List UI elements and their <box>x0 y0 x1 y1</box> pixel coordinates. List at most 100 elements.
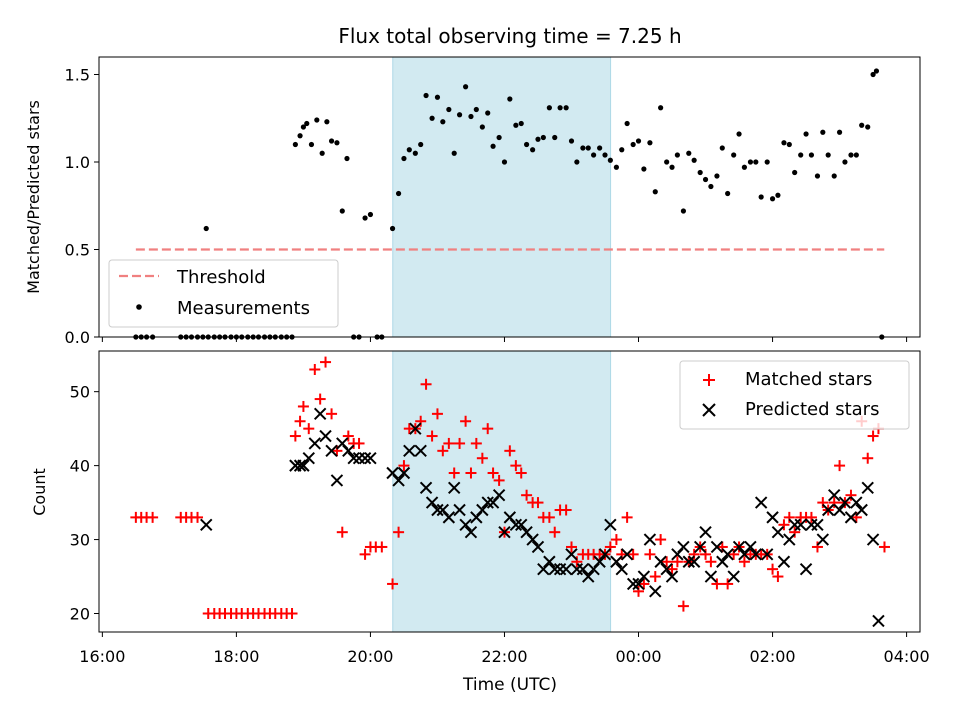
measurements-legend-label: Measurements <box>177 298 310 319</box>
predicted-star-point <box>754 496 768 509</box>
matched-star-point <box>616 548 628 560</box>
predicted-star-point <box>637 570 651 583</box>
predicted-star-point <box>325 444 338 458</box>
matched-star-point <box>476 452 488 464</box>
predicted-star-point <box>833 503 846 517</box>
matched-star-point <box>627 548 639 560</box>
predicted-star-point <box>665 570 679 583</box>
measurement-point <box>831 173 837 179</box>
measurement-point <box>523 141 530 148</box>
predicted-star-point <box>626 577 640 591</box>
measurement-point <box>535 136 541 142</box>
measurement-point <box>635 138 642 144</box>
predicted-star-point <box>582 570 595 583</box>
measurement-point <box>619 147 625 153</box>
predicted-star-point <box>392 474 405 487</box>
measurement-point <box>652 189 658 195</box>
predicted-star-point <box>716 555 729 568</box>
predicted-star-point <box>531 540 545 554</box>
matched-star-point <box>437 445 449 457</box>
matched-star-point <box>700 548 712 560</box>
matched-star-point <box>294 415 306 427</box>
x-tick-label: 18:00 <box>213 647 259 666</box>
measurement-point <box>674 152 680 158</box>
predicted-star-point <box>459 518 472 531</box>
matched-star-point <box>834 460 846 472</box>
y-tick-label: 0.5 <box>65 241 90 260</box>
matched-star-point <box>289 430 301 442</box>
y-tick-label: 1.0 <box>65 153 90 172</box>
matched-star-point <box>549 526 561 538</box>
matched-star-point <box>671 556 683 568</box>
y-tick-label: 1.5 <box>65 66 90 85</box>
predicted-star-markers <box>200 407 885 628</box>
measurement-point <box>324 119 330 125</box>
matched-star-point <box>303 423 315 435</box>
predicted-star-point <box>425 496 439 509</box>
measurement-point <box>362 215 368 221</box>
predicted-star-point <box>732 540 746 554</box>
predicted-star-point <box>699 525 712 539</box>
matched-legend-swatch <box>703 374 715 386</box>
predicted-star-point <box>598 548 612 561</box>
matched-star-point <box>655 534 667 546</box>
matched-star-point <box>487 467 499 479</box>
predicted-star-point <box>816 533 830 546</box>
matched-star-point <box>878 541 890 553</box>
matched-star-point <box>448 467 460 479</box>
measurement-point <box>456 112 463 118</box>
matched-star-point <box>465 467 477 479</box>
measurement-point <box>440 119 446 125</box>
measurement-point <box>434 94 441 100</box>
y-tick-label: 30 <box>70 531 90 550</box>
matched-star-point <box>783 511 795 523</box>
measurement-point <box>513 122 519 128</box>
measurement-point <box>597 145 603 151</box>
matched-star-point <box>604 541 616 553</box>
measurement-point <box>580 145 586 151</box>
predicted-star-point <box>643 533 657 546</box>
measurement-point <box>468 113 474 120</box>
predicted-star-point <box>453 503 466 517</box>
matched-star-point <box>493 474 505 486</box>
measurement-point <box>848 152 854 158</box>
matched-star-point <box>460 415 472 427</box>
matched-star-markers <box>130 356 890 620</box>
matched-star-point <box>431 408 443 420</box>
measurement-point <box>647 140 653 146</box>
predicted-star-point <box>364 452 377 465</box>
measurement-point <box>334 140 340 146</box>
predicted-star-point <box>414 444 427 458</box>
predicted-star-point <box>766 511 779 524</box>
top-legend-box <box>108 259 339 328</box>
measurement-point <box>775 192 781 198</box>
predicted-star-point <box>821 503 835 517</box>
predicted-star-point <box>649 585 662 598</box>
predicted-star-point <box>330 474 344 487</box>
predicted-star-point <box>604 518 617 531</box>
bottom-y-axis-label: Count <box>30 468 49 516</box>
predicted-star-point <box>828 488 841 502</box>
measurement-point <box>731 152 737 158</box>
measurement-point <box>792 169 798 176</box>
top-y-ticks: 0.0 0.5 1.0 1.5 <box>65 66 99 347</box>
measurement-point <box>836 129 843 135</box>
matched-star-point <box>454 437 466 449</box>
measurement-point <box>496 134 502 141</box>
measurement-point <box>501 159 508 165</box>
matched-star-point <box>443 437 455 449</box>
matched-star-point <box>426 430 438 442</box>
predicted-star-point <box>777 555 791 568</box>
predicted-star-point <box>515 518 528 531</box>
matched-star-point <box>828 497 840 509</box>
y-tick-label: 50 <box>70 383 90 402</box>
measurement-point <box>339 208 345 214</box>
matched-star-point <box>353 437 365 449</box>
matched-star-point <box>738 556 750 568</box>
predicted-star-point <box>783 533 796 546</box>
chart-title: Flux total observing time = 7.25 h <box>338 24 681 48</box>
matched-legend-label: Matched stars <box>745 369 872 390</box>
bottom-x-ticks: 16:00 18:00 20:00 22:00 00:00 02:00 04:00 <box>79 632 930 666</box>
predicted-star-point <box>721 548 734 561</box>
matched-star-point <box>644 548 656 560</box>
